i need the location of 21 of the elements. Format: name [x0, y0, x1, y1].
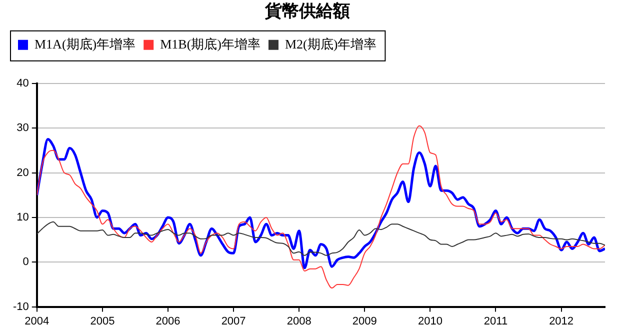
chart-title: 貨幣供給額 — [264, 2, 350, 21]
y-tick-label: 40 — [16, 77, 29, 90]
y-tick-label: 0 — [22, 256, 29, 268]
x-tick-label: 2009 — [352, 315, 377, 328]
y-tick-label: 10 — [16, 211, 29, 224]
y-tick-label: -10 — [12, 300, 29, 313]
x-tick-label: 2012 — [549, 315, 574, 328]
x-tick-label: 2005 — [90, 315, 115, 328]
x-tick-label: 2004 — [24, 315, 50, 328]
legend-label: M2(期底)年增率 — [284, 36, 377, 52]
x-tick-label: 2008 — [286, 315, 312, 328]
y-tick-label: 20 — [16, 166, 29, 179]
legend-label: M1B(期底)年增率 — [160, 36, 260, 52]
x-tick-label: 2011 — [484, 315, 508, 328]
line-series — [36, 221, 605, 256]
x-tick-label: 2010 — [418, 315, 442, 328]
x-tick-label: 2007 — [221, 315, 246, 328]
legend-label: M1A(期底)年增率 — [34, 36, 136, 52]
x-tick-label: 2006 — [156, 315, 180, 328]
y-tick-label: 30 — [16, 122, 29, 134]
line-series — [36, 125, 605, 289]
